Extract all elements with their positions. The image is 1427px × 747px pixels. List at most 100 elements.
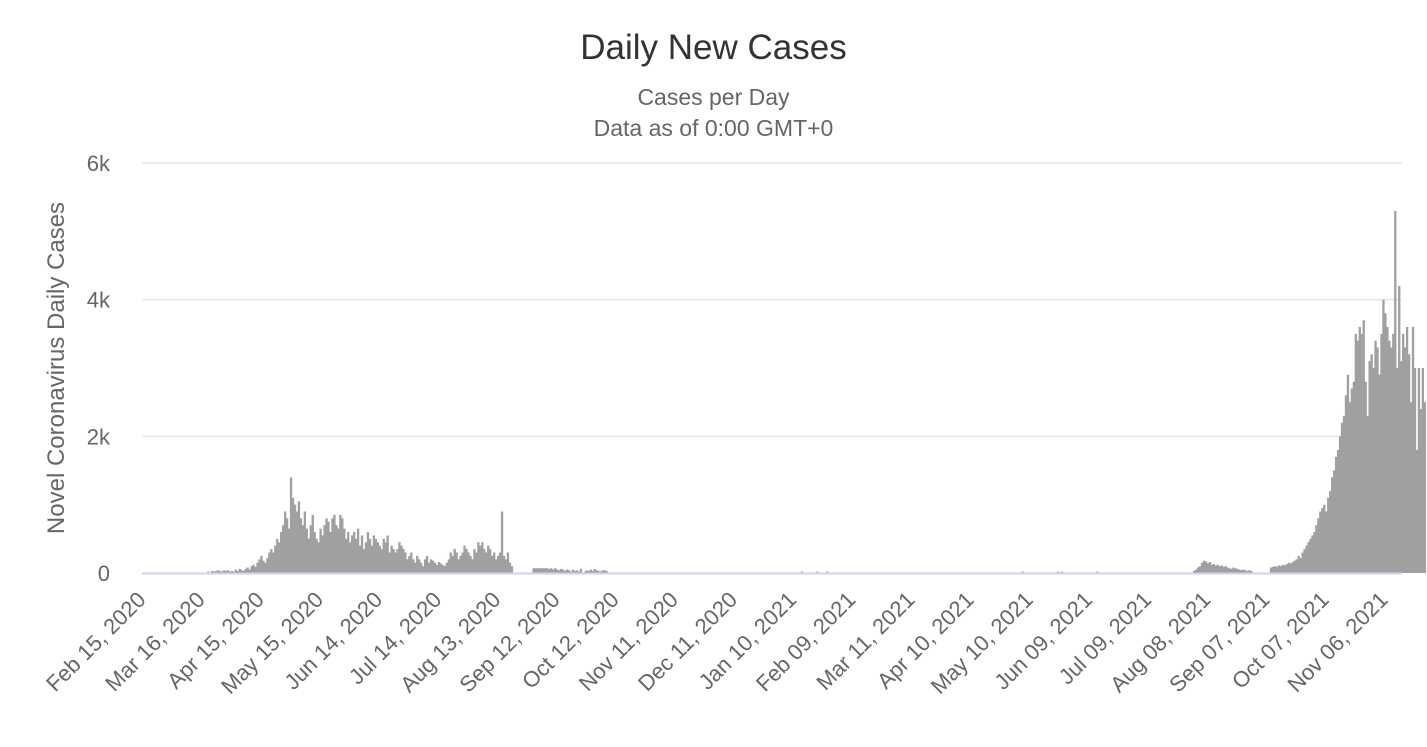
- bar: [335, 525, 338, 573]
- bar: [1338, 436, 1342, 573]
- bar: [1317, 518, 1320, 573]
- bar: [548, 568, 551, 573]
- bar: [412, 559, 415, 573]
- bar: [552, 569, 555, 573]
- bar: [1250, 570, 1253, 573]
- bar: [1206, 563, 1210, 573]
- bar: [398, 542, 401, 573]
- bar: [372, 535, 376, 573]
- chart-subtitle: Cases per Day Data as of 0:00 GMT+0: [0, 82, 1427, 144]
- bar: [232, 571, 236, 573]
- bar: [352, 532, 356, 573]
- bar: [1372, 368, 1375, 573]
- bar: [455, 552, 458, 573]
- bar: [563, 570, 567, 573]
- bar: [1378, 374, 1381, 573]
- bar: [307, 538, 310, 573]
- y-tick-label: 6k: [87, 151, 111, 176]
- bar: [400, 545, 403, 573]
- bar: [1346, 374, 1350, 573]
- bar: [542, 568, 545, 573]
- bar: [356, 528, 360, 573]
- bar: [431, 560, 435, 573]
- bar: [1344, 395, 1348, 573]
- bar: [1224, 566, 1227, 573]
- bar: [1204, 561, 1208, 573]
- bar: [502, 555, 506, 573]
- bar: [216, 570, 220, 573]
- bar: [571, 569, 575, 573]
- bar: [510, 566, 514, 573]
- bar: [1194, 569, 1198, 573]
- bar: [315, 538, 318, 573]
- bar: [587, 570, 590, 573]
- bar: [492, 552, 496, 573]
- bar: [1354, 333, 1357, 573]
- bar: [1380, 333, 1383, 573]
- bar: [212, 571, 216, 573]
- y-axis-title: Novel Coronavirus Daily Cases: [43, 202, 70, 534]
- bar: [224, 570, 228, 573]
- bar: [1285, 564, 1288, 573]
- bar: [329, 532, 332, 573]
- bar: [396, 549, 399, 573]
- bar: [297, 501, 301, 573]
- bar: [366, 532, 370, 573]
- bar: [358, 545, 362, 573]
- chart-subtitle-line-2: Data as of 0:00 GMT+0: [593, 115, 834, 141]
- bar: [282, 525, 285, 573]
- bar: [554, 568, 557, 573]
- bar: [1216, 564, 1219, 573]
- bar: [1208, 562, 1212, 573]
- bar: [1329, 491, 1332, 573]
- bar: [1297, 555, 1300, 573]
- bar: [376, 542, 379, 573]
- bar: [339, 514, 342, 573]
- bar: [321, 535, 324, 573]
- bar: [368, 538, 372, 573]
- bar: [266, 557, 269, 573]
- y-tick-label: 2k: [87, 424, 111, 449]
- bar: [1246, 570, 1249, 573]
- bar: [1364, 381, 1367, 573]
- bar: [1331, 477, 1334, 573]
- bar: [1234, 568, 1237, 573]
- bar: [534, 568, 537, 573]
- bar: [1386, 327, 1389, 573]
- bar: [591, 570, 594, 573]
- bar: [1336, 450, 1340, 573]
- bar: [425, 555, 429, 573]
- bar: [1402, 333, 1405, 573]
- x-tick-label: May 15, 2020: [216, 587, 328, 699]
- bar: [469, 555, 472, 573]
- bar: [311, 514, 314, 573]
- bar: [254, 566, 257, 573]
- bar: [305, 528, 308, 573]
- bar: [264, 562, 267, 573]
- bar: [380, 549, 383, 573]
- y-tick-label: 0: [98, 561, 110, 586]
- bar: [532, 568, 535, 573]
- bar: [506, 552, 510, 573]
- bar: [303, 511, 307, 573]
- bar: [550, 568, 553, 573]
- bar: [1202, 560, 1206, 573]
- bar: [479, 545, 482, 573]
- x-tick-label: May 10, 2021: [926, 587, 1038, 699]
- bar: [1396, 368, 1399, 573]
- bar: [226, 570, 230, 573]
- bar: [325, 518, 328, 573]
- bar: [1374, 340, 1377, 573]
- bar: [236, 570, 239, 573]
- bar: [1358, 327, 1361, 573]
- bar: [1348, 402, 1352, 573]
- bar: [374, 538, 377, 573]
- bar: [1096, 571, 1099, 573]
- bar: [546, 568, 549, 573]
- bar: [471, 559, 474, 573]
- bar: [252, 564, 255, 573]
- bar: [1271, 566, 1275, 573]
- bar: [351, 535, 354, 573]
- bar: [569, 571, 573, 573]
- bar: [347, 532, 350, 573]
